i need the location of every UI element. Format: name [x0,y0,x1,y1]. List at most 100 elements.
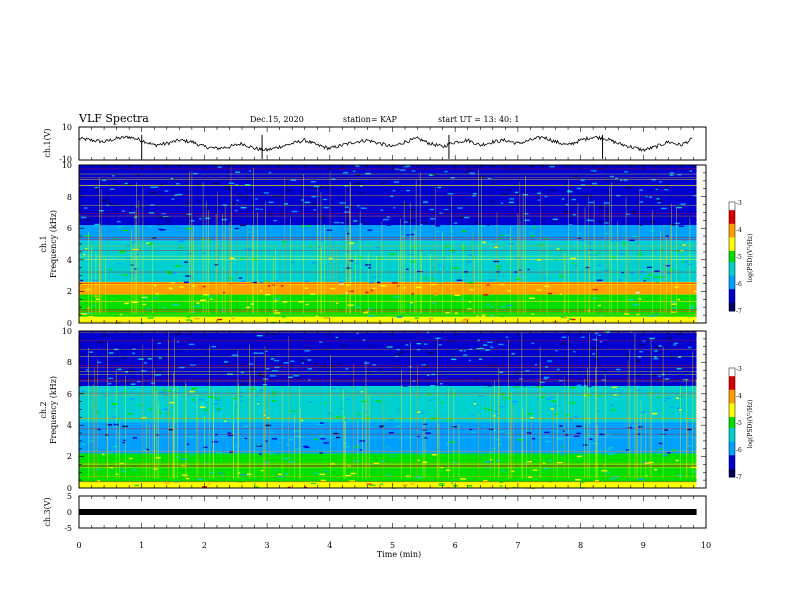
spectrogram-cell [673,342,679,345]
spectrogram-cell [212,182,219,185]
spectrogram-cell [212,374,216,376]
spectrogram-cell [604,222,609,224]
spectrogram-cell [355,182,361,185]
spectrogram-cell [171,198,175,200]
spectrogram-cell [240,258,246,260]
spectrogram-cell [626,213,631,215]
spectrogram-cell [272,370,278,372]
spectrogram-cell [369,352,373,354]
spectrogram-cell [366,347,371,350]
spectrogram-cell [561,248,567,250]
spectrogram-cell [494,246,498,249]
spectrogram-cell [658,448,662,450]
spectrogram-cell [423,208,429,211]
spectrogram-cell [228,434,234,437]
spectrogram-cell [448,340,453,342]
spectrogram-cell [259,453,262,455]
spectrogram-cell [483,479,488,482]
colorbar-segment [729,245,735,249]
spectrogram-cell [270,358,275,360]
spectrogram-cell [356,332,359,335]
spectrogram-cell [426,374,430,376]
spectrogram-cell [483,407,487,409]
spectrogram-cell [304,287,308,289]
spectrogram-cell [246,225,250,227]
spectrogram-cell [576,237,582,239]
spectrogram-cell [497,444,502,446]
spectrogram-cell [123,375,126,377]
spectrogram-cell [127,413,133,415]
spectrogram-cell [153,284,157,287]
spectrogram-cell [212,441,219,443]
spectrogram-cell [550,189,556,192]
spectrogram-cell [417,411,421,413]
spectrogram-cell [164,190,169,192]
spectrogram-cell [269,484,273,486]
spectrogram-cell [122,268,127,271]
spectrogram-cell [419,453,422,455]
spectrogram-cell [556,248,560,250]
colorbar-segment [729,294,735,298]
ch1-freq-tick-6: 6 [67,224,72,233]
spectrogram-cell [451,251,454,254]
ch1-freq-tick-2: 2 [67,287,72,296]
spectrogram-cell [216,452,223,454]
spectrogram-cell [671,449,677,451]
spectrogram-cell [508,201,514,204]
spectrogram-cell [298,414,305,416]
spectrogram-cell [125,371,129,373]
spectrogram-cell [639,201,644,203]
spectrogram-cell [587,372,591,374]
spectrogram-cell [405,268,409,270]
spectrogram-cell [666,272,673,274]
spectrogram-cell [438,469,441,471]
spectrogram-cell [240,400,243,402]
spectrogram-cell [340,345,346,347]
spectrogram-cell [474,320,478,322]
spectrogram-cell [597,264,601,267]
spectrogram-cell [474,368,479,371]
spectrogram-cell [661,207,667,210]
spectrogram-cell [543,268,550,270]
spectrogram-cell [148,408,152,410]
spectrogram-cell [499,406,505,408]
spectrogram-cell [498,343,504,346]
spectrogram-cell [689,305,695,308]
spectrogram-cell [476,375,481,377]
spectrogram-cell [310,482,317,485]
colorbar-segment [729,223,735,228]
spectrogram-cell [221,462,227,464]
spectrogram-cell [249,189,254,191]
spectrogram-cell [188,435,194,438]
spectrogram-cell [588,438,593,440]
spectrogram-cell [295,448,301,450]
spectrogram-cell [533,383,537,386]
spectrogram-cell [342,410,347,412]
spectrogram-band [79,385,697,423]
spectrogram-cell [112,458,116,460]
spectrogram-cell [677,298,681,301]
spectrogram-cell [469,289,474,291]
spectrogram-cell [313,448,317,451]
spectrogram-cell [312,345,315,347]
spectrogram-cell [207,196,213,198]
spectrogram-cell [594,479,599,482]
spectrogram-cell [503,397,507,399]
spectrogram-cell [561,251,567,253]
spectrogram-cell [135,169,140,171]
spectrogram-cell [273,279,279,282]
spectrogram-cell [593,285,598,287]
colorbar-segment [729,281,735,285]
spectrogram-cell [272,393,277,396]
spectrogram-cell [301,362,305,364]
ch1-ytick-bottom: -10 [59,155,72,164]
spectrogram-cell [386,474,391,476]
spectrogram-cell [179,286,184,288]
spectrogram-cell [430,218,436,220]
ch1-freq-tick-4: 4 [67,256,72,265]
spectrogram-cell [122,210,129,213]
spectrogram-cell [652,227,656,229]
spectrogram-cell [392,282,398,284]
spectrogram-cell [657,199,663,202]
spectrogram-cell [199,401,202,403]
